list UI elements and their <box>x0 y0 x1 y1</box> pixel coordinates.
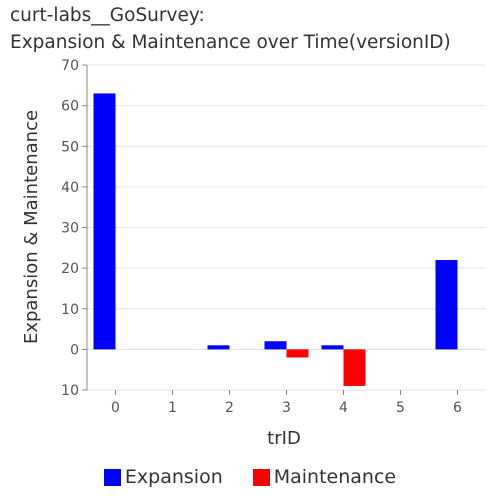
legend-swatch-expansion <box>103 468 121 486</box>
grid-lines <box>87 64 486 391</box>
legend-item-maintenance: Maintenance <box>252 466 397 488</box>
bar-maintenance-4 <box>343 349 366 386</box>
chart-title-line-1: curt-labs__GoSurvey: <box>10 5 205 26</box>
y-axis-label: Expansion & Maintenance <box>21 110 42 344</box>
x-tick-label: 3 <box>282 400 291 416</box>
bar-expansion-6 <box>435 260 458 350</box>
legend-item-expansion: Expansion <box>103 466 223 488</box>
y-tick-label: 50 <box>61 139 79 155</box>
legend-label-expansion: Expansion <box>124 466 223 488</box>
y-tick-label: 0 <box>70 342 79 358</box>
y-axis: 10 0 10 20 30 40 50 60 70 <box>61 58 88 399</box>
x-tick-label: 0 <box>111 400 120 416</box>
y-tick-label: 70 <box>61 58 79 74</box>
y-tick-label: 30 <box>61 221 79 237</box>
x-tick-label: 4 <box>339 400 348 416</box>
x-tick-label: 5 <box>396 400 405 416</box>
bar-maintenance-3 <box>286 349 309 358</box>
y-tick-label: 10 <box>61 383 79 399</box>
y-tick-label: 60 <box>61 99 79 115</box>
x-axis-label: trID <box>267 428 301 449</box>
legend: Expansion Maintenance <box>0 466 500 488</box>
bars <box>93 93 458 386</box>
x-tick-label: 6 <box>453 400 462 416</box>
chart-title: curt-labs__GoSurvey: Expansion & Mainten… <box>10 2 451 56</box>
legend-label-maintenance: Maintenance <box>273 466 397 488</box>
x-axis: 0 1 2 3 4 5 6 <box>111 390 462 416</box>
y-tick-label: 20 <box>61 261 79 277</box>
bar-expansion-0 <box>93 93 116 350</box>
bar-expansion-3 <box>264 341 287 350</box>
y-tick-label: 40 <box>61 180 79 196</box>
chart-title-line-2: Expansion & Maintenance over Time(versio… <box>10 32 451 53</box>
bar-expansion-4 <box>321 345 344 350</box>
y-tick-label: 10 <box>61 302 79 318</box>
legend-swatch-maintenance <box>252 468 270 486</box>
bar-expansion-2 <box>207 345 230 350</box>
x-tick-label: 2 <box>225 400 234 416</box>
x-tick-label: 1 <box>168 400 177 416</box>
